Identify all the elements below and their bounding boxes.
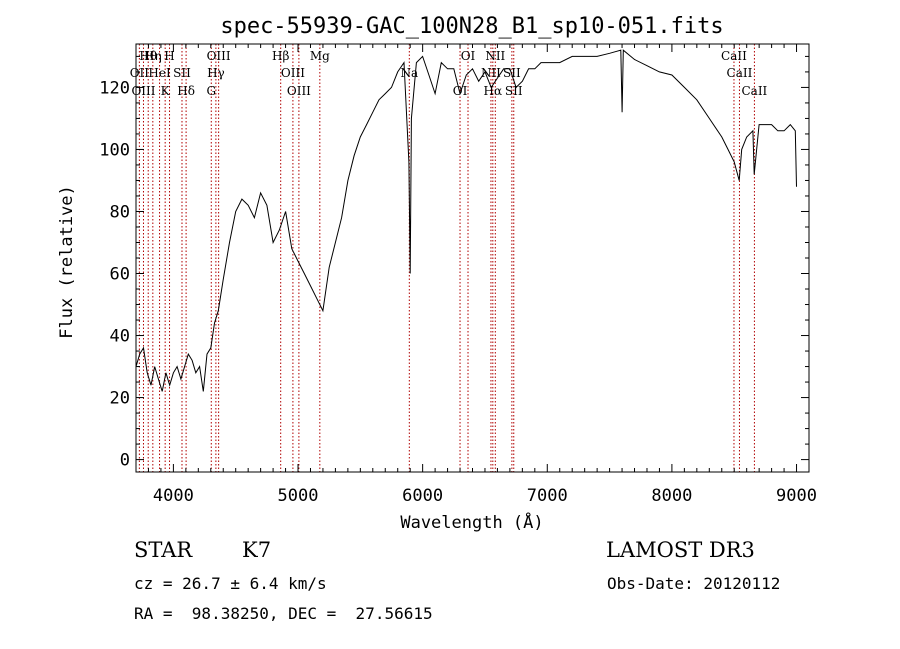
line-label-21: NII	[485, 49, 505, 63]
line-label-3: Hη	[144, 49, 162, 63]
line-label-25: CaII	[727, 66, 753, 80]
survey-name: LAMOST DR3	[606, 538, 755, 562]
object-class: STAR	[134, 538, 193, 562]
line-label-1: OII	[130, 66, 150, 80]
spectral-line-labels: Hθ OII OIII Hη HeI K H SII Hδ OIII Hγ G Hβ OIII OIII Mg…	[130, 49, 768, 98]
line-label-8: Hδ	[177, 84, 195, 98]
line-label-9: OIII	[207, 49, 231, 63]
y-tick-label-1: 20	[110, 389, 130, 409]
line-label-11: G	[206, 84, 216, 98]
x-tick-label-2: 6000	[402, 486, 443, 506]
line-label-10: Hγ	[207, 66, 225, 80]
line-label-26: CaII	[741, 84, 767, 98]
line-label-18: OI	[461, 49, 476, 63]
redshift-velocity: cz = 26.7 ± 6.4 km/s	[134, 574, 327, 593]
y-axis-ticks: 0 20 40 60 80 100 120	[99, 55, 809, 471]
line-label-19: NII	[481, 66, 501, 80]
line-label-23: SII	[505, 84, 523, 98]
x-tick-label-3: 7000	[527, 486, 568, 506]
line-label-14: OIII	[287, 84, 311, 98]
y-tick-label-6: 120	[99, 78, 130, 98]
line-label-13: OIII	[281, 66, 305, 80]
line-label-2: OIII	[131, 84, 155, 98]
coordinates: RA = 98.38250, DEC = 27.56615	[134, 604, 433, 623]
line-label-20: Hα	[484, 84, 503, 98]
line-label-22: SII	[503, 66, 521, 80]
y-tick-label-2: 40	[110, 327, 130, 347]
line-label-4: HeI	[148, 66, 171, 80]
plot-frame	[135, 43, 810, 473]
object-subclass: K7	[242, 538, 272, 562]
y-tick-label-5: 100	[99, 140, 130, 160]
y-tick-label-3: 60	[110, 265, 130, 285]
x-tick-label-4: 8000	[651, 486, 692, 506]
x-tick-label-5: 9000	[776, 486, 817, 506]
spectral-line-markers	[138, 44, 755, 472]
y-axis-label: Flux (relative)	[57, 185, 77, 339]
y-tick-label-0: 0	[120, 451, 130, 471]
line-label-0: Hθ	[139, 49, 157, 63]
line-label-6: H	[164, 49, 174, 63]
line-label-12: Hβ	[272, 49, 289, 63]
observation-date: Obs-Date: 20120112	[607, 574, 781, 593]
line-label-17: OI	[453, 84, 468, 98]
spectrum-series-line	[135, 49, 797, 392]
chart-title: spec-55939-GAC_100N28_B1_sp10-051.fits	[220, 14, 723, 39]
y-tick-label-4: 80	[110, 202, 130, 222]
x-tick-label-1: 5000	[278, 486, 319, 506]
line-label-24: CaII	[721, 49, 747, 63]
x-axis-ticks: 4000 5000 6000 7000 8000 9000	[135, 44, 817, 506]
x-axis-label: Wavelength (Å)	[400, 511, 543, 533]
line-label-5: K	[161, 84, 171, 98]
line-label-7: SII	[173, 66, 191, 80]
line-label-15: Mg	[310, 49, 330, 63]
x-tick-label-0: 4000	[153, 486, 194, 506]
